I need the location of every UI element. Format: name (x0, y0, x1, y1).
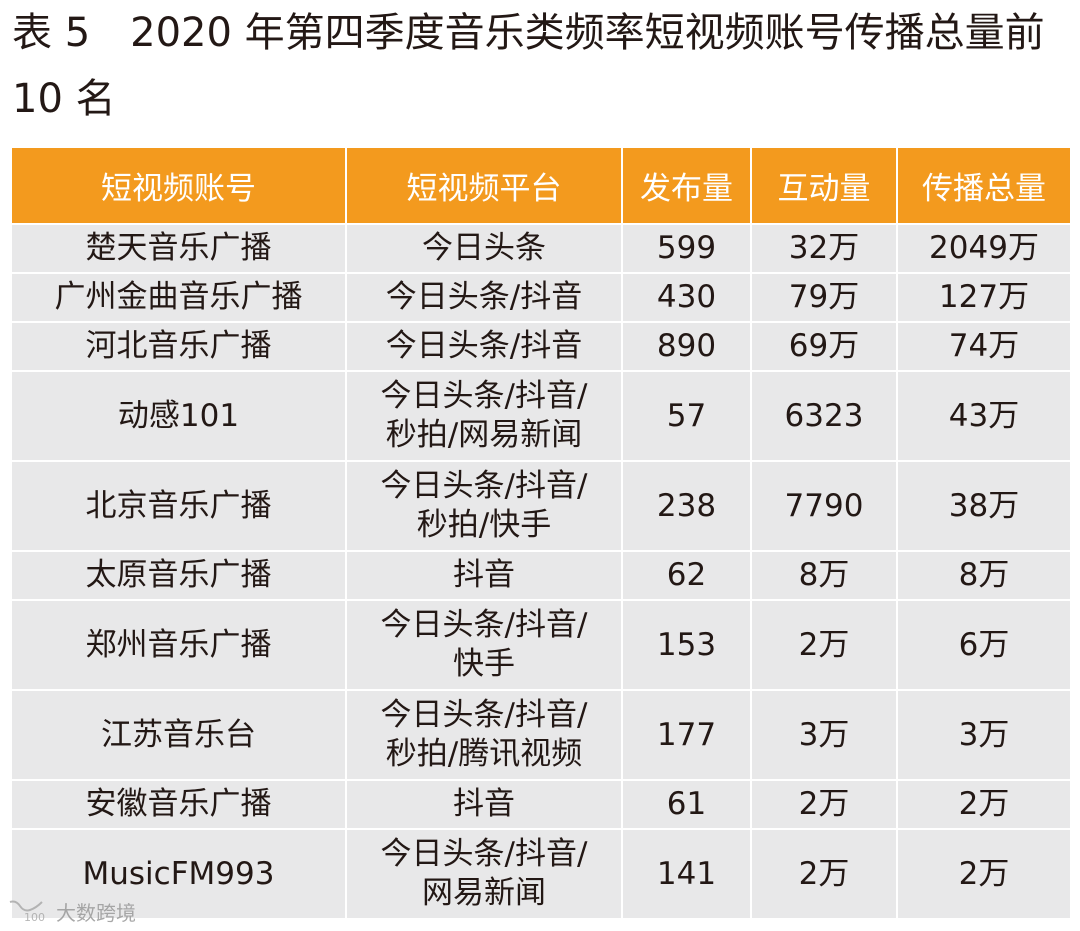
platform-line: 抖音 (453, 557, 515, 593)
table-header-row: 短视频账号 短视频平台 发布量 互动量 传播总量 (10, 146, 1072, 225)
cell-account: 江苏音乐台 (10, 689, 347, 781)
cell-account: 安徽音乐广播 (10, 779, 347, 830)
cell-total: 3万 (896, 689, 1072, 781)
cell-platform: 今日头条/抖音 (345, 272, 623, 323)
cell-account: 河北音乐广播 (10, 321, 347, 372)
cell-platform: 今日头条/抖音/ 秒拍/腾讯视频 (345, 689, 623, 781)
cell-platform: 今日头条 (345, 223, 623, 274)
cell-account: MusicFM993 (10, 828, 347, 920)
cell-platform: 今日头条/抖音/ 网易新闻 (345, 828, 623, 920)
column-header-posts: 发布量 (621, 146, 752, 225)
platform-line: 网易新闻 (422, 875, 546, 911)
platform-line: 今日头条/抖音/ (380, 836, 588, 872)
cell-posts: 177 (621, 689, 752, 781)
cell-posts: 141 (621, 828, 752, 920)
cell-platform: 今日头条/抖音/ 秒拍/快手 (345, 460, 623, 552)
table-row: 河北音乐广播 今日头条/抖音 890 69万 74万 (10, 321, 1072, 372)
cell-total: 127万 (896, 272, 1072, 323)
platform-line: 今日头条/抖音/ (380, 468, 588, 504)
cell-platform: 今日头条/抖音/ 快手 (345, 599, 623, 691)
table-row: 太原音乐广播 抖音 62 8万 8万 (10, 550, 1072, 601)
platform-line: 秒拍/腾讯视频 (385, 736, 583, 772)
cell-account: 郑州音乐广播 (10, 599, 347, 691)
cell-platform: 抖音 (345, 550, 623, 601)
cell-total: 43万 (896, 370, 1072, 462)
cell-interactions: 2万 (750, 779, 898, 830)
cell-posts: 57 (621, 370, 752, 462)
cell-total: 38万 (896, 460, 1072, 552)
cell-platform: 抖音 (345, 779, 623, 830)
cell-total: 2万 (896, 779, 1072, 830)
watermark-logo-text: 100 (24, 911, 45, 924)
platform-line: 今日头条/抖音/ (380, 607, 588, 643)
cell-account: 广州金曲音乐广播 (10, 272, 347, 323)
cell-interactions: 69万 (750, 321, 898, 372)
platform-line: 秒拍/网易新闻 (385, 417, 583, 453)
cell-posts: 61 (621, 779, 752, 830)
column-header-account: 短视频账号 (10, 146, 347, 225)
platform-line: 秒拍/快手 (416, 507, 552, 543)
table-row: MusicFM993 今日头条/抖音/ 网易新闻 141 2万 2万 (10, 828, 1072, 920)
cell-account: 太原音乐广播 (10, 550, 347, 601)
cell-total: 6万 (896, 599, 1072, 691)
watermark-text: 大数跨境 (56, 900, 136, 925)
platform-line: 抖音 (453, 786, 515, 822)
table-row: 楚天音乐广播 今日头条 599 32万 2049万 (10, 223, 1072, 274)
cell-account: 楚天音乐广播 (10, 223, 347, 274)
platform-line: 今日头条 (422, 230, 546, 266)
table-row: 郑州音乐广播 今日头条/抖音/ 快手 153 2万 6万 (10, 599, 1072, 691)
cell-account: 北京音乐广播 (10, 460, 347, 552)
cell-interactions: 79万 (750, 272, 898, 323)
cell-interactions: 32万 (750, 223, 898, 274)
table-body: 楚天音乐广播 今日头条 599 32万 2049万 广州金曲音乐广播 今日头条/… (10, 223, 1072, 920)
cell-total: 2049万 (896, 223, 1072, 274)
cell-posts: 62 (621, 550, 752, 601)
watermark: 100 大数跨境 (6, 896, 136, 926)
table-row: 安徽音乐广播 抖音 61 2万 2万 (10, 779, 1072, 830)
cell-posts: 890 (621, 321, 752, 372)
watermark-logo-icon: 100 (9, 900, 45, 924)
table-row: 江苏音乐台 今日头条/抖音/ 秒拍/腾讯视频 177 3万 3万 (10, 689, 1072, 781)
table-row: 广州金曲音乐广播 今日头条/抖音 430 79万 127万 (10, 272, 1072, 323)
cell-posts: 238 (621, 460, 752, 552)
cell-platform: 今日头条/抖音/ 秒拍/网易新闻 (345, 370, 623, 462)
platform-line: 今日头条/抖音/ (380, 378, 588, 414)
ranking-table-container: 短视频账号 短视频平台 发布量 互动量 传播总量 楚天音乐广播 今日头条 599… (10, 146, 1072, 920)
ranking-table: 短视频账号 短视频平台 发布量 互动量 传播总量 楚天音乐广播 今日头条 599… (10, 146, 1072, 920)
cell-interactions: 6323 (750, 370, 898, 462)
cell-total: 74万 (896, 321, 1072, 372)
cell-posts: 599 (621, 223, 752, 274)
cell-interactions: 3万 (750, 689, 898, 781)
table-row: 北京音乐广播 今日头条/抖音/ 秒拍/快手 238 7790 38万 (10, 460, 1072, 552)
cell-account: 动感101 (10, 370, 347, 462)
platform-line: 今日头条/抖音 (385, 328, 583, 364)
column-header-interactions: 互动量 (750, 146, 898, 225)
cell-interactions: 2万 (750, 828, 898, 920)
cell-total: 2万 (896, 828, 1072, 920)
platform-line: 今日头条/抖音/ (380, 697, 588, 733)
cell-posts: 430 (621, 272, 752, 323)
cell-platform: 今日头条/抖音 (345, 321, 623, 372)
platform-line: 快手 (453, 646, 515, 682)
cell-interactions: 7790 (750, 460, 898, 552)
cell-interactions: 8万 (750, 550, 898, 601)
column-header-total: 传播总量 (896, 146, 1072, 225)
table-row: 动感101 今日头条/抖音/ 秒拍/网易新闻 57 6323 43万 (10, 370, 1072, 462)
table-title: 表 5 2020 年第四季度音乐类频率短视频账号传播总量前 10 名 (12, 10, 1045, 122)
cell-interactions: 2万 (750, 599, 898, 691)
cell-posts: 153 (621, 599, 752, 691)
cell-total: 8万 (896, 550, 1072, 601)
platform-line: 今日头条/抖音 (385, 279, 583, 315)
column-header-platform: 短视频平台 (345, 146, 623, 225)
